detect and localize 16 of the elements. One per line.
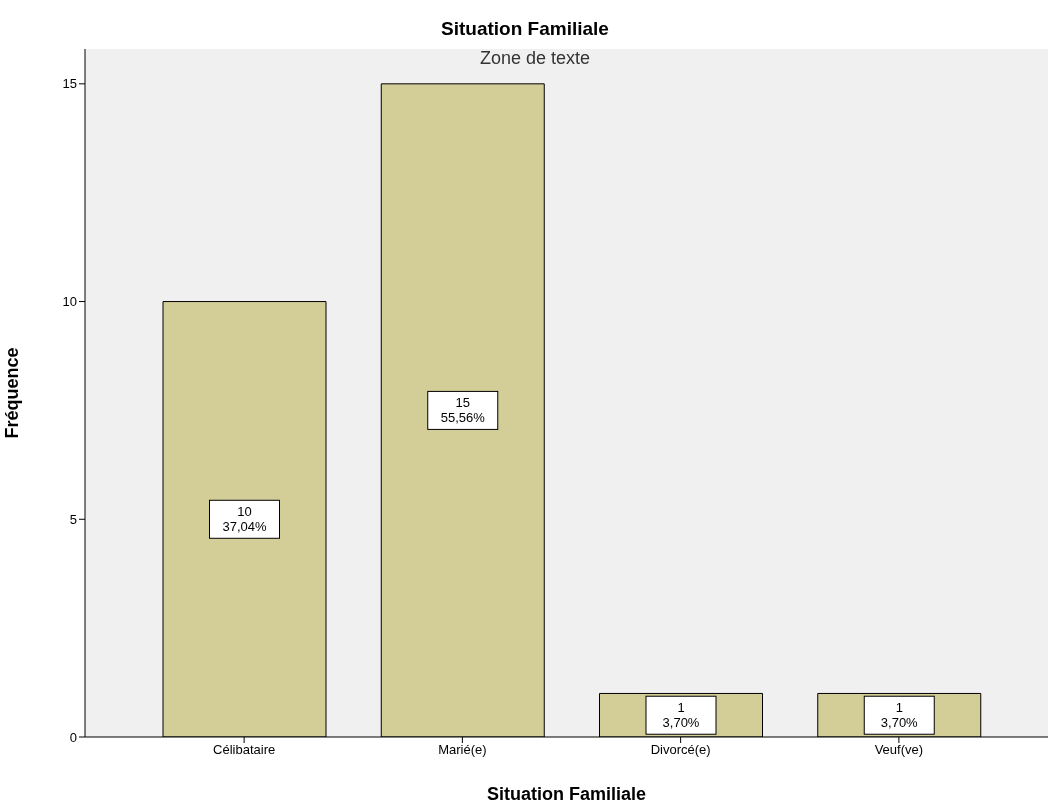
y-tick-label: 0 xyxy=(69,729,77,745)
data-label: 10 37,04% xyxy=(222,504,267,535)
y-tick-label: 10 xyxy=(62,294,77,310)
x-tick-label: Veuf(ve) xyxy=(874,742,924,758)
x-tick-label: Marié(e) xyxy=(438,742,487,758)
chart-title: Situation Familiale xyxy=(440,18,610,40)
y-tick-label: 5 xyxy=(69,511,77,527)
y-axis-title: Fréquence xyxy=(2,347,23,439)
y-tick-label: 15 xyxy=(62,76,77,92)
data-label: 1 3,70% xyxy=(662,700,700,731)
data-label: 1 3,70% xyxy=(880,700,919,731)
x-tick-label: Divorcé(e) xyxy=(650,742,711,758)
data-label: 15 55,56% xyxy=(440,395,486,426)
x-axis-title: Situation Familiale xyxy=(486,784,647,804)
annotation: Zone de texte xyxy=(478,48,592,69)
x-tick-label: Célibataire xyxy=(213,742,276,758)
